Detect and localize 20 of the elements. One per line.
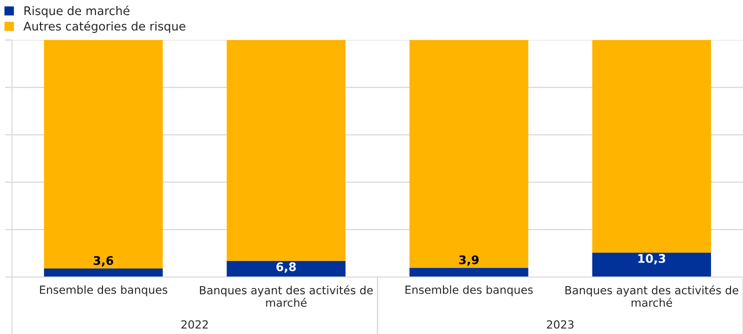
bar (226, 260, 346, 277)
data-label: 3,6 (94, 256, 114, 267)
x-tick-label: Banques ayant des activités de marché (200, 285, 373, 307)
data-label: 6,8 (276, 262, 296, 273)
bar (592, 252, 712, 277)
x-tick-label: Ensemble des banques (40, 285, 168, 296)
bar (44, 40, 163, 268)
text: 2022 (181, 320, 208, 329)
data-label: 3,9 (459, 255, 479, 266)
x-tick-label: Ensemble des banques (406, 285, 533, 296)
bar (409, 40, 528, 268)
legend-label: Autres catégories de risque (23, 21, 186, 33)
bar (226, 40, 346, 261)
bar (592, 40, 712, 253)
bar (44, 268, 163, 277)
text: 2023 (546, 320, 574, 329)
bar (409, 268, 528, 277)
x-tick-label: Banques ayant des activités de marché (565, 285, 738, 307)
data-label: 10,3 (638, 254, 666, 264)
legend-label: Risque de marché (24, 6, 130, 18)
